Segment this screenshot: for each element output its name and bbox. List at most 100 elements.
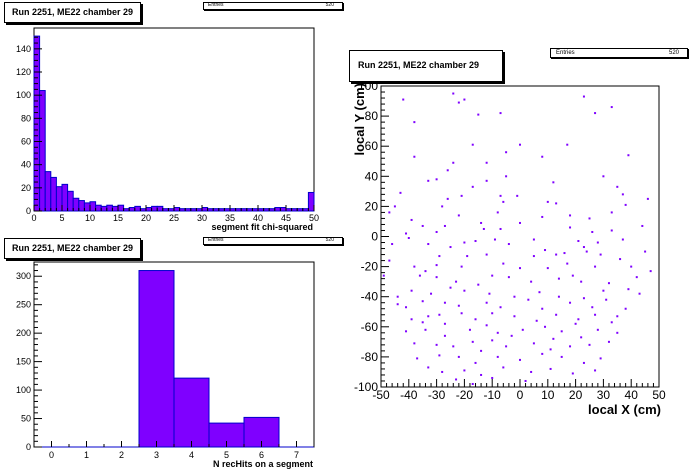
scatter-point [519, 221, 521, 224]
scatter-point [410, 289, 413, 292]
scatter-point [624, 307, 627, 310]
scatter-point [407, 237, 410, 240]
scatter-point [513, 295, 516, 298]
chi2-bar [190, 208, 197, 212]
scatter-point [463, 241, 466, 244]
scatter-point [474, 361, 477, 364]
scatter-point [546, 267, 549, 270]
scatter-point [591, 230, 594, 233]
chi2-bar [72, 197, 80, 212]
scatter-point [519, 143, 521, 146]
chi2-bar [134, 205, 141, 212]
scatter-xtick-label: -40 [400, 388, 418, 402]
scatter-point [485, 253, 488, 256]
scatter-points [382, 92, 652, 385]
chi2-stats-box: Entries 520 [203, 2, 343, 10]
chi2-bar [218, 208, 225, 212]
scatter-ylabel: local Y (cm) [352, 83, 367, 156]
scatter-point [644, 250, 647, 253]
scatter-point [577, 240, 580, 243]
scatter-point [471, 340, 474, 343]
scatter-point [421, 321, 424, 324]
scatter-ytick-label: -60 [361, 320, 379, 334]
scatter-point [430, 292, 433, 295]
scatter-point [549, 367, 552, 370]
scatter-point [627, 154, 630, 157]
scatter-point [527, 298, 530, 301]
scatter-point [388, 259, 391, 262]
scatter-point [457, 214, 460, 217]
scatter-point [499, 112, 502, 115]
nhits-bar [138, 270, 175, 448]
chi2-bar [291, 208, 298, 212]
scatter-point [502, 366, 505, 369]
scatter-point [482, 227, 485, 230]
scatter-point [505, 151, 508, 154]
scatter-ytick-label: -80 [361, 350, 379, 364]
scatter-ytick-label: 80 [365, 109, 379, 123]
chi2-xtick-label: 20 [141, 213, 151, 223]
scatter-point [582, 361, 585, 364]
scatter-point [405, 306, 408, 309]
scatter-point [591, 306, 594, 309]
scatter-point [546, 200, 549, 203]
chi2-bar [212, 208, 220, 212]
scatter-point [388, 211, 391, 214]
scatter-title: Run 2251, ME22 chamber 29 [358, 60, 480, 70]
scatter-point [443, 301, 446, 304]
scatter-point [602, 289, 605, 292]
scatter-point [493, 238, 496, 241]
scatter-point [616, 331, 619, 334]
scatter-ytick-label: -100 [354, 380, 378, 394]
scatter-point [582, 297, 585, 300]
scatter-stats-value: 520 [668, 50, 679, 56]
scatter-point [396, 303, 399, 306]
scatter-point [460, 312, 463, 315]
scatter-point [560, 355, 563, 358]
scatter-point [555, 253, 558, 256]
scatter-point [596, 328, 599, 331]
chi2-bar [240, 208, 248, 212]
scatter-point [457, 355, 460, 358]
scatter-point [471, 185, 474, 188]
chi2-xlabel: segment fit chi-squared [211, 222, 313, 232]
scatter-point [382, 274, 385, 277]
scatter-point [452, 161, 455, 164]
scatter-point [435, 178, 438, 181]
scatter-point [491, 312, 494, 315]
scatter-point [427, 366, 430, 369]
scatter-point [421, 300, 424, 303]
scatter-xtick-label: 30 [597, 388, 611, 402]
scatter-point [557, 277, 560, 280]
chi2-bar [139, 208, 147, 212]
scatter-xlabel: local X (cm) [588, 402, 661, 417]
nhits-xtick-label: 4 [189, 450, 194, 460]
scatter-point [519, 358, 521, 361]
scatter-point [602, 175, 605, 178]
scatter-point [496, 355, 499, 358]
scatter-point [446, 169, 449, 172]
chi2-bar [207, 208, 214, 212]
scatter-point [566, 262, 569, 265]
scatter-point [396, 295, 399, 298]
nhits-xtick-label: 6 [259, 450, 264, 460]
scatter-point [452, 92, 455, 95]
scatter-point [446, 197, 449, 200]
scatter-point [457, 304, 460, 307]
scatter-point [443, 322, 446, 325]
scatter-point [580, 336, 583, 339]
scatter-point [405, 232, 408, 235]
scatter-point [474, 318, 477, 321]
scatter-point [610, 211, 613, 214]
scatter-point [641, 224, 644, 227]
chi2-xtick-label: 30 [197, 213, 207, 223]
scatter-point [499, 306, 502, 309]
chi2-bar [123, 208, 130, 212]
nhits-bar [173, 377, 210, 448]
scatter-point [418, 274, 421, 277]
scatter-point [594, 369, 597, 372]
scatter-point [541, 352, 544, 355]
scatter-point [502, 262, 505, 265]
chi2-title-box: Run 2251, ME22 chamber 29 [4, 2, 141, 23]
chi2-ytick-label: 100 [16, 90, 31, 100]
